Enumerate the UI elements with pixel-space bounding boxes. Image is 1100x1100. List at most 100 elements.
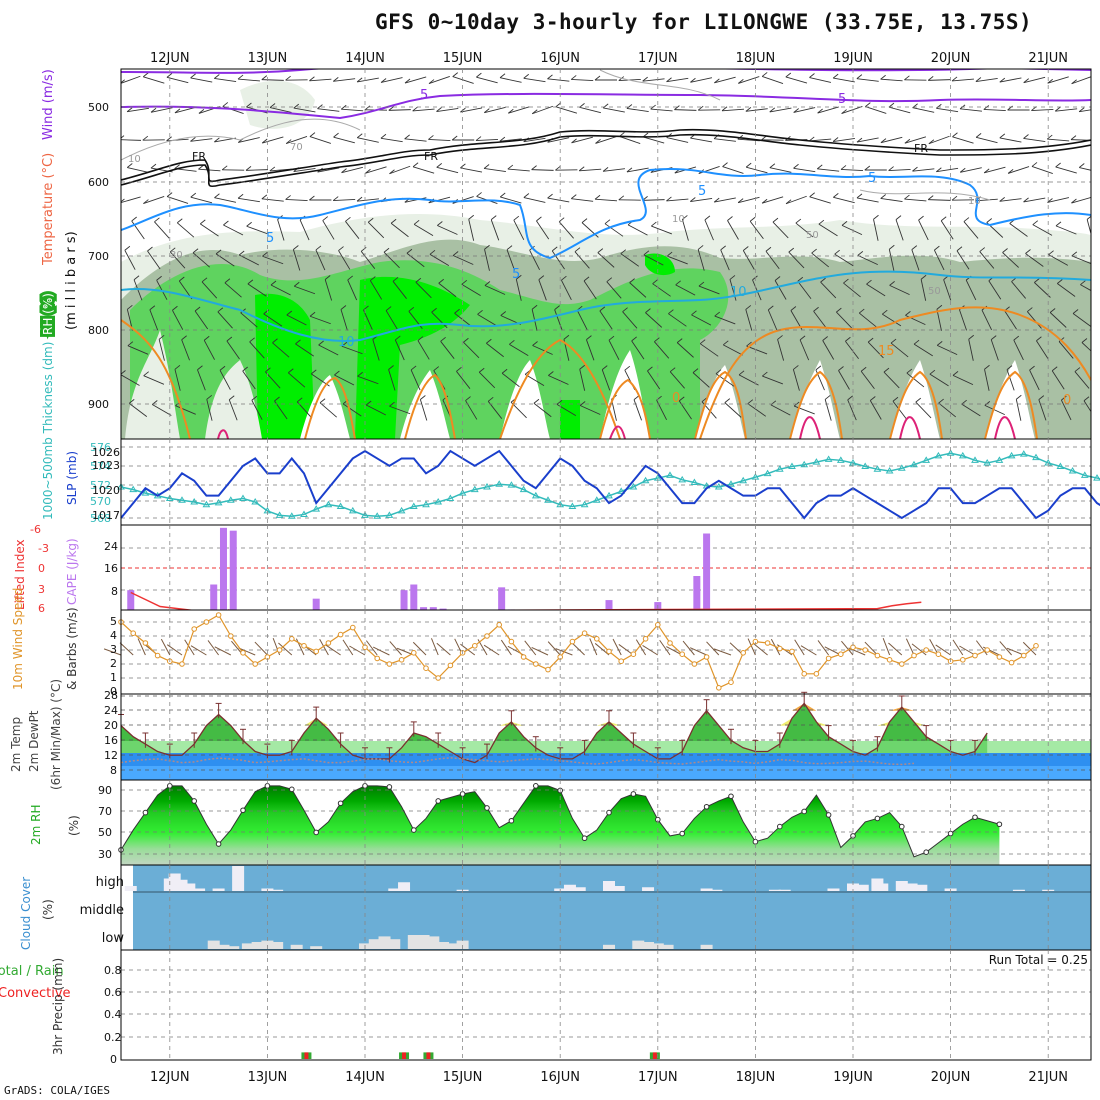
barb-flag bbox=[408, 306, 415, 312]
precip-frame bbox=[120, 949, 1092, 1061]
thickness-marker bbox=[141, 489, 150, 496]
barb-shaft bbox=[797, 280, 812, 300]
barb-flag bbox=[536, 216, 542, 222]
barb-shaft bbox=[960, 108, 982, 112]
barb-flag bbox=[341, 341, 348, 347]
barb-flag bbox=[428, 135, 434, 140]
barb-flag bbox=[214, 137, 220, 143]
barb-shaft bbox=[968, 339, 974, 361]
y-tick: 70 bbox=[98, 805, 112, 818]
y-tick: 0 bbox=[110, 1053, 117, 1066]
barb-shaft bbox=[342, 403, 362, 417]
barb-shaft bbox=[579, 168, 602, 172]
barb-flag bbox=[265, 367, 271, 373]
barb-shaft bbox=[333, 136, 355, 144]
cloud-bg bbox=[121, 865, 1091, 950]
wind-marker bbox=[594, 636, 600, 642]
barb-shaft bbox=[843, 282, 861, 298]
y-tick: 1 bbox=[110, 671, 117, 684]
wind-marker bbox=[679, 651, 686, 658]
thickness-marker bbox=[519, 485, 528, 493]
barb-flag bbox=[484, 281, 491, 286]
barb-flag bbox=[380, 78, 387, 83]
barb-flag bbox=[389, 169, 395, 175]
barb-flag bbox=[799, 335, 806, 341]
barb-shaft bbox=[499, 138, 522, 142]
barb-shaft bbox=[767, 309, 778, 331]
barb-flag bbox=[936, 167, 942, 173]
thickness-marker bbox=[214, 498, 223, 506]
barb-shaft bbox=[150, 107, 173, 113]
y-tick: 28 bbox=[104, 689, 118, 702]
cloud-low-bar bbox=[368, 939, 381, 949]
barb-shaft bbox=[833, 138, 855, 142]
barb-shaft bbox=[727, 220, 739, 240]
wind-marker bbox=[130, 630, 136, 637]
top-date-label: 15JUN bbox=[443, 51, 483, 66]
barb-shaft bbox=[606, 281, 622, 299]
barb-shaft bbox=[666, 137, 689, 143]
cloud-high-bar bbox=[212, 888, 225, 891]
wind-marker bbox=[825, 655, 832, 662]
chart-title: GFS 0~10day 3-hourly for LILONGWE (33.75… bbox=[375, 10, 1033, 34]
right-tick: 1023 bbox=[92, 459, 120, 472]
barb-flag bbox=[769, 163, 776, 169]
barb-shaft bbox=[500, 196, 522, 204]
barb-flag bbox=[404, 134, 410, 140]
barb-flag bbox=[790, 306, 797, 311]
wind-marker bbox=[838, 651, 844, 658]
barb-flag bbox=[594, 194, 601, 200]
barb-flag bbox=[1051, 366, 1058, 372]
barb-flag bbox=[777, 335, 783, 340]
barb-flag bbox=[691, 310, 697, 316]
barb-flag bbox=[999, 77, 1006, 83]
y-tick-label: 700 bbox=[88, 250, 109, 263]
barb-flag bbox=[395, 335, 401, 341]
barb-shaft bbox=[858, 312, 877, 328]
slp-ticks: 576 574 572 570 568 1026 1026 1023 1020 … bbox=[90, 441, 120, 525]
barb-shaft bbox=[714, 138, 736, 142]
barb-shaft bbox=[952, 78, 974, 82]
barb-shaft bbox=[251, 400, 263, 420]
y-tick: 0.2 bbox=[104, 1031, 122, 1044]
cape-bar bbox=[498, 587, 506, 610]
barb-shaft bbox=[261, 198, 284, 202]
barb-flag bbox=[699, 339, 706, 345]
barb-flag bbox=[478, 367, 485, 373]
barb-shaft bbox=[928, 199, 951, 201]
barb-shaft bbox=[190, 77, 213, 83]
dewpt-label: 2m DewPt bbox=[27, 710, 41, 772]
y-tick: 0.8 bbox=[104, 964, 122, 977]
barb-shaft bbox=[873, 219, 879, 241]
surface-barb bbox=[952, 639, 964, 656]
barb-flag bbox=[1079, 163, 1085, 168]
bottom-date-label: 17JUN bbox=[638, 1070, 678, 1085]
barb-shaft bbox=[293, 168, 316, 172]
wind-marker bbox=[374, 655, 381, 662]
barb-flag bbox=[845, 336, 851, 342]
wind-marker bbox=[252, 661, 258, 667]
barb-shaft bbox=[834, 253, 854, 267]
cape-bar bbox=[605, 600, 613, 610]
cloud-low-bar bbox=[227, 946, 240, 949]
left-tick: 0 bbox=[38, 562, 45, 575]
rh-bright-region-3 bbox=[560, 400, 580, 439]
wind-marker bbox=[191, 626, 197, 632]
barb-shaft bbox=[388, 109, 411, 111]
barb-shaft bbox=[388, 369, 396, 391]
surface-barb bbox=[436, 642, 451, 656]
cloud-low-bar bbox=[388, 939, 401, 949]
rh2m-label: 2m RH bbox=[29, 805, 43, 846]
wind-marker bbox=[569, 638, 576, 645]
barb-shaft bbox=[245, 169, 269, 171]
barb-shaft bbox=[936, 167, 959, 173]
barb-shaft bbox=[1058, 341, 1074, 359]
barb-flag bbox=[1013, 335, 1020, 341]
barb-flag bbox=[333, 132, 339, 138]
barb-flag bbox=[738, 370, 745, 376]
barb-flag bbox=[911, 245, 918, 250]
barb-shaft bbox=[286, 135, 308, 145]
barb-flag bbox=[1083, 396, 1090, 402]
barb-shaft bbox=[288, 372, 306, 388]
barb-shaft bbox=[152, 404, 172, 416]
